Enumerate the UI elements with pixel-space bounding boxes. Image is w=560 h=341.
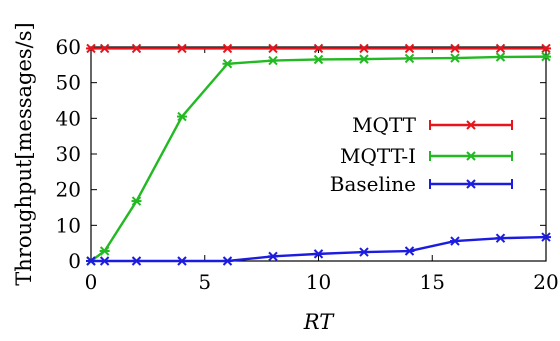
legend: MQTT MQTT-I Baseline bbox=[330, 113, 513, 196]
data-point bbox=[404, 246, 415, 256]
data-point bbox=[404, 53, 415, 64]
plot-frame bbox=[90, 46, 547, 262]
data-point bbox=[495, 233, 506, 243]
data-point bbox=[131, 196, 142, 206]
axis-ticks: 0 5 10 15 20 0 10 20 30 40 50 60 bbox=[56, 35, 559, 294]
legend-label: MQTT-I bbox=[340, 144, 416, 168]
data-point bbox=[268, 251, 278, 262]
legend-label: Baseline bbox=[330, 172, 416, 196]
series-line bbox=[90, 55, 547, 262]
data-point bbox=[359, 54, 369, 64]
data-point bbox=[495, 52, 506, 62]
data-point bbox=[86, 256, 96, 266]
y-tick-label: 0 bbox=[68, 249, 81, 273]
legend-marker bbox=[466, 151, 476, 161]
data-point bbox=[99, 256, 110, 266]
y-tick-label: 20 bbox=[56, 178, 81, 202]
data-point bbox=[404, 43, 415, 54]
data-point bbox=[177, 111, 187, 122]
data-point bbox=[450, 43, 460, 54]
data-point bbox=[495, 43, 506, 54]
data-point bbox=[313, 43, 324, 54]
data-point bbox=[131, 256, 142, 266]
data-point bbox=[86, 43, 96, 54]
legend-label: MQTT bbox=[352, 113, 417, 137]
y-tick-label: 60 bbox=[56, 35, 81, 59]
legend-marker bbox=[466, 179, 476, 189]
legend-entry-baseline: Baseline bbox=[330, 172, 513, 196]
data-point bbox=[313, 249, 324, 259]
data-point bbox=[99, 246, 110, 256]
data-point bbox=[177, 256, 187, 266]
series-line bbox=[91, 235, 547, 263]
data-point bbox=[359, 43, 369, 54]
x-tick-label: 10 bbox=[306, 270, 331, 294]
y-axis-label: Throughput[messages/s] bbox=[12, 22, 36, 285]
data-point bbox=[222, 59, 233, 69]
legend-entry-mqtt: MQTT bbox=[352, 113, 513, 137]
data-point bbox=[541, 51, 551, 62]
series-mqtt bbox=[86, 43, 551, 54]
y-tick-label: 30 bbox=[56, 142, 81, 166]
x-tick-label: 15 bbox=[420, 270, 445, 294]
data-point bbox=[268, 55, 278, 66]
x-axis-label: RT bbox=[303, 310, 335, 334]
data-point bbox=[450, 53, 460, 63]
x-tick-label: 20 bbox=[533, 270, 558, 294]
x-tick-label: 0 bbox=[85, 270, 98, 294]
data-point bbox=[313, 54, 324, 65]
y-tick-label: 40 bbox=[56, 106, 81, 130]
legend-entry-mqtt-i: MQTT-I bbox=[340, 144, 513, 168]
data-point bbox=[131, 43, 142, 54]
series-layer bbox=[86, 43, 551, 266]
data-point bbox=[177, 43, 187, 54]
x-tick-label: 5 bbox=[198, 270, 211, 294]
y-tick-label: 10 bbox=[56, 213, 81, 237]
data-point bbox=[359, 247, 369, 257]
data-point bbox=[450, 236, 460, 246]
plot-border bbox=[90, 46, 547, 262]
series-mqtt-i bbox=[86, 51, 551, 266]
data-point bbox=[222, 256, 233, 266]
data-point bbox=[541, 232, 551, 242]
data-point bbox=[99, 43, 110, 54]
data-point bbox=[222, 43, 233, 54]
data-point bbox=[541, 43, 551, 54]
y-tick-label: 50 bbox=[56, 71, 81, 95]
legend-marker bbox=[466, 120, 476, 130]
data-point bbox=[268, 43, 278, 54]
series-baseline bbox=[86, 232, 551, 266]
